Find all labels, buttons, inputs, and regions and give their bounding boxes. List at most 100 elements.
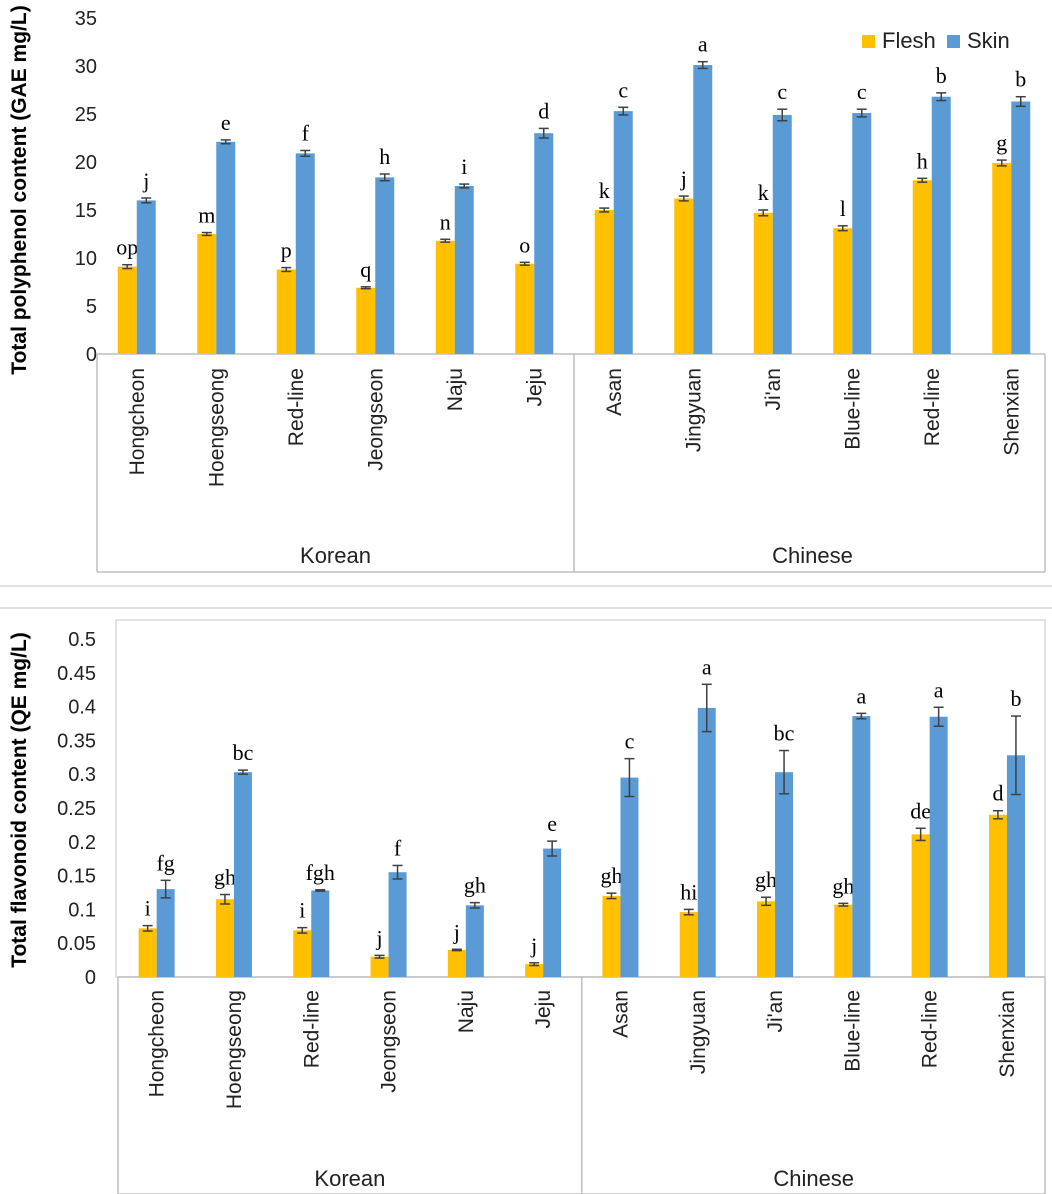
significance-letter: a bbox=[702, 654, 712, 679]
significance-letter: h bbox=[917, 148, 928, 173]
bar-skin bbox=[295, 153, 315, 354]
bar-skin bbox=[852, 113, 872, 354]
bar-skin bbox=[156, 889, 175, 977]
significance-letter: d bbox=[538, 98, 549, 123]
bar-flesh bbox=[435, 240, 455, 354]
category-label: Hoengseong bbox=[223, 990, 246, 1109]
category-label: Hoengseong bbox=[205, 368, 228, 487]
y-tick-label: 0.3 bbox=[68, 764, 96, 786]
bar-flesh bbox=[834, 904, 853, 977]
significance-letter: c bbox=[618, 77, 628, 102]
flavonoid-chart: 0 0.05 0.1 0.15 0.2 0.25 0.3 0.35 0.4 0.45 0.5 Tota… bbox=[8, 619, 1046, 1194]
group-label: Korean bbox=[314, 1166, 385, 1191]
category-label: Jeju bbox=[532, 990, 555, 1029]
bar-flesh bbox=[674, 198, 694, 354]
y-tick-label: 0.4 bbox=[68, 697, 96, 719]
significance-letter: gh bbox=[214, 865, 236, 890]
significance-letter: j bbox=[530, 933, 537, 958]
category-label: Red-line bbox=[285, 368, 308, 446]
significance-letter: i bbox=[145, 896, 151, 921]
bar-flesh bbox=[679, 912, 698, 977]
y-tick-label: 10 bbox=[75, 248, 97, 270]
plot-frame bbox=[115, 619, 1046, 978]
category-label: Asan bbox=[609, 990, 632, 1038]
significance-letter: gh bbox=[464, 873, 486, 898]
bar-skin bbox=[929, 716, 948, 977]
category-label: Jeju bbox=[523, 368, 546, 407]
significance-letter: hi bbox=[680, 879, 697, 904]
y-tick-label: 30 bbox=[75, 56, 97, 78]
bar-skin bbox=[775, 772, 794, 977]
significance-letter: f bbox=[394, 835, 402, 860]
category-label: Red-line bbox=[300, 990, 323, 1068]
bar-skin bbox=[311, 890, 330, 977]
y-tick-label: 5 bbox=[86, 296, 97, 318]
bar-flesh bbox=[356, 287, 376, 354]
category-label: Jingyuan bbox=[682, 368, 705, 452]
bar-skin bbox=[465, 905, 484, 977]
significance-letter: gh bbox=[832, 873, 854, 898]
significance-letter: k bbox=[758, 180, 769, 205]
legend-swatch-flesh bbox=[862, 35, 875, 48]
category-label: Shenxian bbox=[996, 990, 1019, 1078]
y-tick-label: 20 bbox=[75, 152, 97, 174]
bar-flesh bbox=[370, 956, 389, 977]
category-label: Blue-line bbox=[841, 368, 864, 450]
significance-letter: d bbox=[992, 781, 1003, 806]
bar-flesh bbox=[912, 180, 932, 354]
category-label: Shenxian bbox=[1000, 368, 1023, 456]
y-tick-label: 0.1 bbox=[68, 899, 96, 921]
significance-letter: gh bbox=[600, 863, 622, 888]
significance-letter: fg bbox=[156, 850, 174, 875]
significance-letter: b bbox=[1010, 686, 1021, 711]
significance-letter: j bbox=[142, 168, 149, 193]
bar-skin bbox=[534, 133, 554, 354]
bar-skin bbox=[1006, 755, 1025, 977]
significance-letter: c bbox=[625, 729, 635, 754]
significance-letter: b bbox=[1015, 67, 1026, 92]
significance-letter: l bbox=[840, 196, 846, 221]
significance-letter: e bbox=[221, 110, 231, 135]
y-tick-label: 35 bbox=[75, 8, 97, 30]
significance-letter: p bbox=[281, 238, 292, 263]
bar-flesh bbox=[594, 210, 614, 354]
bar-skin bbox=[772, 114, 792, 355]
bar-flesh bbox=[197, 234, 217, 354]
category-label: Ji'an bbox=[764, 990, 787, 1033]
significance-letter: i bbox=[299, 898, 305, 923]
category-label: Red-line bbox=[919, 990, 942, 1068]
bar-skin bbox=[454, 186, 474, 354]
y-tick-label: 0.05 bbox=[57, 933, 96, 955]
category-label: Hongcheon bbox=[126, 368, 149, 475]
y-tick-label: 0.25 bbox=[57, 798, 96, 820]
y-tick-label: 0 bbox=[86, 344, 97, 366]
bar-skin bbox=[543, 848, 562, 977]
significance-letter: o bbox=[519, 232, 530, 257]
category-label: Red-line bbox=[921, 368, 944, 446]
legend-label: Flesh bbox=[882, 28, 936, 53]
category-label: Ji'an bbox=[762, 368, 785, 411]
significance-letter: gh bbox=[755, 867, 777, 892]
significance-letter: de bbox=[910, 798, 931, 823]
significance-letter: f bbox=[302, 120, 310, 145]
significance-letter: b bbox=[936, 63, 947, 88]
bar-skin bbox=[375, 177, 395, 354]
category-label: Hongcheon bbox=[146, 990, 169, 1097]
bar-flesh bbox=[117, 266, 137, 354]
significance-letter: e bbox=[547, 811, 557, 836]
significance-letter: n bbox=[440, 209, 451, 234]
bar-skin bbox=[1011, 101, 1031, 355]
y-tick-label: 0.15 bbox=[57, 866, 96, 888]
group-label: Chinese bbox=[773, 1166, 854, 1191]
bar-skin bbox=[216, 141, 236, 354]
y-tick-label: 0.35 bbox=[57, 730, 96, 752]
significance-letter: fgh bbox=[306, 860, 335, 885]
significance-letter: i bbox=[461, 154, 467, 179]
category-label: Blue-line bbox=[841, 990, 864, 1072]
legend-swatch-skin bbox=[947, 35, 960, 48]
significance-letter: a bbox=[934, 677, 944, 702]
bar-flesh bbox=[602, 895, 621, 977]
significance-letter: h bbox=[379, 144, 390, 169]
y-tick-label: 0.45 bbox=[57, 663, 96, 685]
bar-flesh bbox=[753, 212, 773, 354]
